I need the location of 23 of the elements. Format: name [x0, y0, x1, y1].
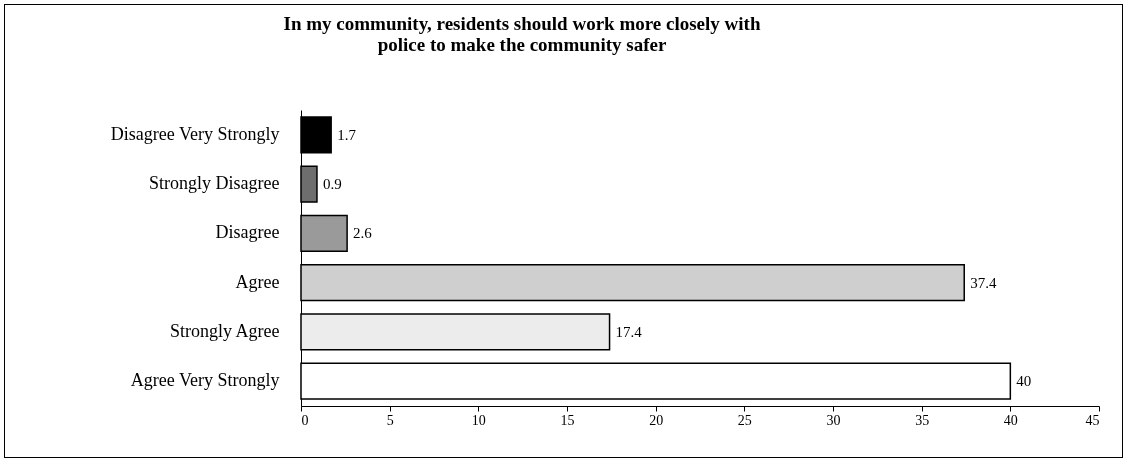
y-tick-label: Strongly Agree — [170, 320, 280, 341]
data-label: 2.6 — [353, 225, 373, 242]
data-label: 37.4 — [970, 274, 997, 291]
x-tick-label: 35 — [915, 412, 930, 428]
y-tick-label: Agree Very Strongly — [130, 370, 280, 391]
x-tick-label: 10 — [471, 412, 486, 428]
data-label: 17.4 — [615, 323, 643, 340]
x-tick-label: 45 — [1085, 412, 1100, 428]
x-tick-label: 5 — [386, 412, 394, 428]
x-tick-label: 25 — [737, 412, 752, 428]
data-label: 40 — [1016, 373, 1032, 390]
data-label: 1.7 — [337, 126, 357, 143]
x-tick-label: 20 — [649, 412, 664, 428]
data-label: 0.9 — [322, 176, 342, 193]
y-tick-label: Strongly Disagree — [149, 173, 280, 194]
chart-title: In my community, residents should work more closely with police to make the community safer — [283, 13, 761, 55]
y-tick-label: Agree — [235, 271, 280, 292]
y-tick-label: Disagree Very Strongly — [110, 123, 280, 144]
x-tick-label: 40 — [1003, 412, 1018, 428]
y-tick-label: Disagree — [215, 222, 280, 243]
x-tick-label: 0 — [301, 412, 309, 428]
x-tick-label: 30 — [826, 412, 841, 428]
x-tick-label: 15 — [560, 412, 575, 428]
